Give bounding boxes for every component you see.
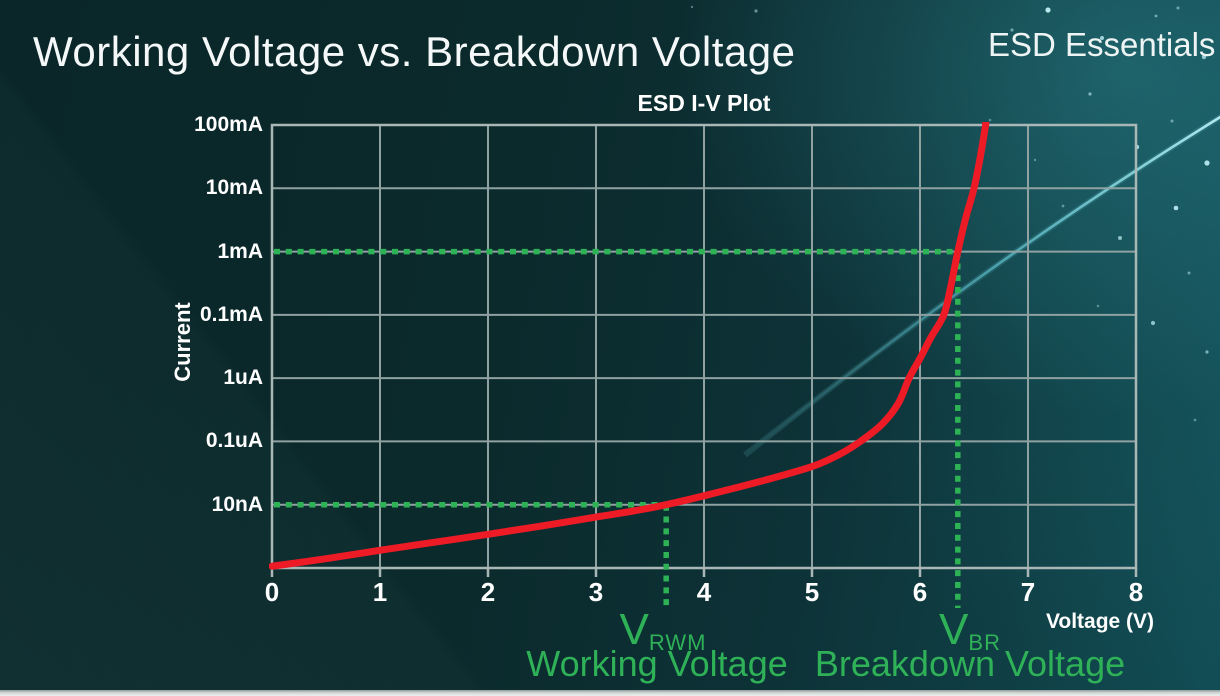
particles [690,5,1210,422]
particle-dot [1193,418,1197,422]
y-tick-label: 100mA [194,113,263,136]
vbr-label: V BR [900,608,1040,654]
x-tick-label: 3 [588,577,604,607]
bottom-bar [0,690,1220,696]
annotation-guides [274,248,961,608]
x-tick-label: 7 [1020,577,1036,607]
particle-dot [690,5,694,9]
particle-dot [1118,236,1122,240]
y-tick-label: 1uA [223,366,263,390]
x-tick-label: 4 [696,577,712,607]
x-tick-label: 8 [1128,577,1144,607]
particle-dot [1061,204,1065,208]
x-tick-label: 1 [372,577,388,607]
y-tick-label: 10mA [205,176,263,200]
particle-dot [1100,36,1104,40]
particle-dot [1173,205,1179,211]
brand-watermark: ESD Essentials [988,26,1216,63]
y-tick-label: 1mA [217,239,263,263]
particle-dot [754,9,758,13]
particle-dot [1187,271,1191,275]
vrwm-symbol: V [619,605,649,654]
particle-dot [1204,160,1210,166]
vbr-subscript: BR [968,630,1001,655]
x-axis-title: Voltage (V) [1045,610,1155,633]
x-tick-label: 5 [804,577,820,607]
swoosh-line [744,115,1220,457]
particle-dot [1045,7,1051,13]
particle-dot [1176,6,1180,10]
chart-title: ESD I-V Plot [637,90,771,116]
y-tick-label: 10nA [211,492,263,516]
x-tick-label: 0 [264,577,280,607]
particle-dot [1033,158,1037,162]
particle-dot [1010,28,1014,32]
y-tick-label: 0.1mA [199,302,263,326]
particle-dot [1154,14,1158,18]
grid [270,124,1138,577]
particle-dot [1088,92,1092,96]
particle-dot [1150,320,1156,326]
y-tick-label: 0.1uA [205,429,263,453]
x-tick-label: 2 [480,577,496,607]
vrwm-subscript: RWM [648,630,707,655]
particle-dot [1201,54,1207,60]
particle-dot [1170,119,1174,123]
particle-dot [1205,350,1209,354]
breakdown-voltage-caption: Breakdown Voltage [814,643,1126,684]
particle-dot [1096,304,1100,308]
working-voltage-caption: Working Voltage [526,643,788,684]
page-title: Working Voltage vs. Breakdown Voltage [33,28,796,75]
particle-dot [988,118,992,122]
vbr-symbol: V [939,605,969,654]
vrwm-label: V RWM [593,608,733,654]
plot-border [270,123,1138,570]
x-tick-label: 6 [912,577,928,607]
iv-curve [269,122,990,570]
